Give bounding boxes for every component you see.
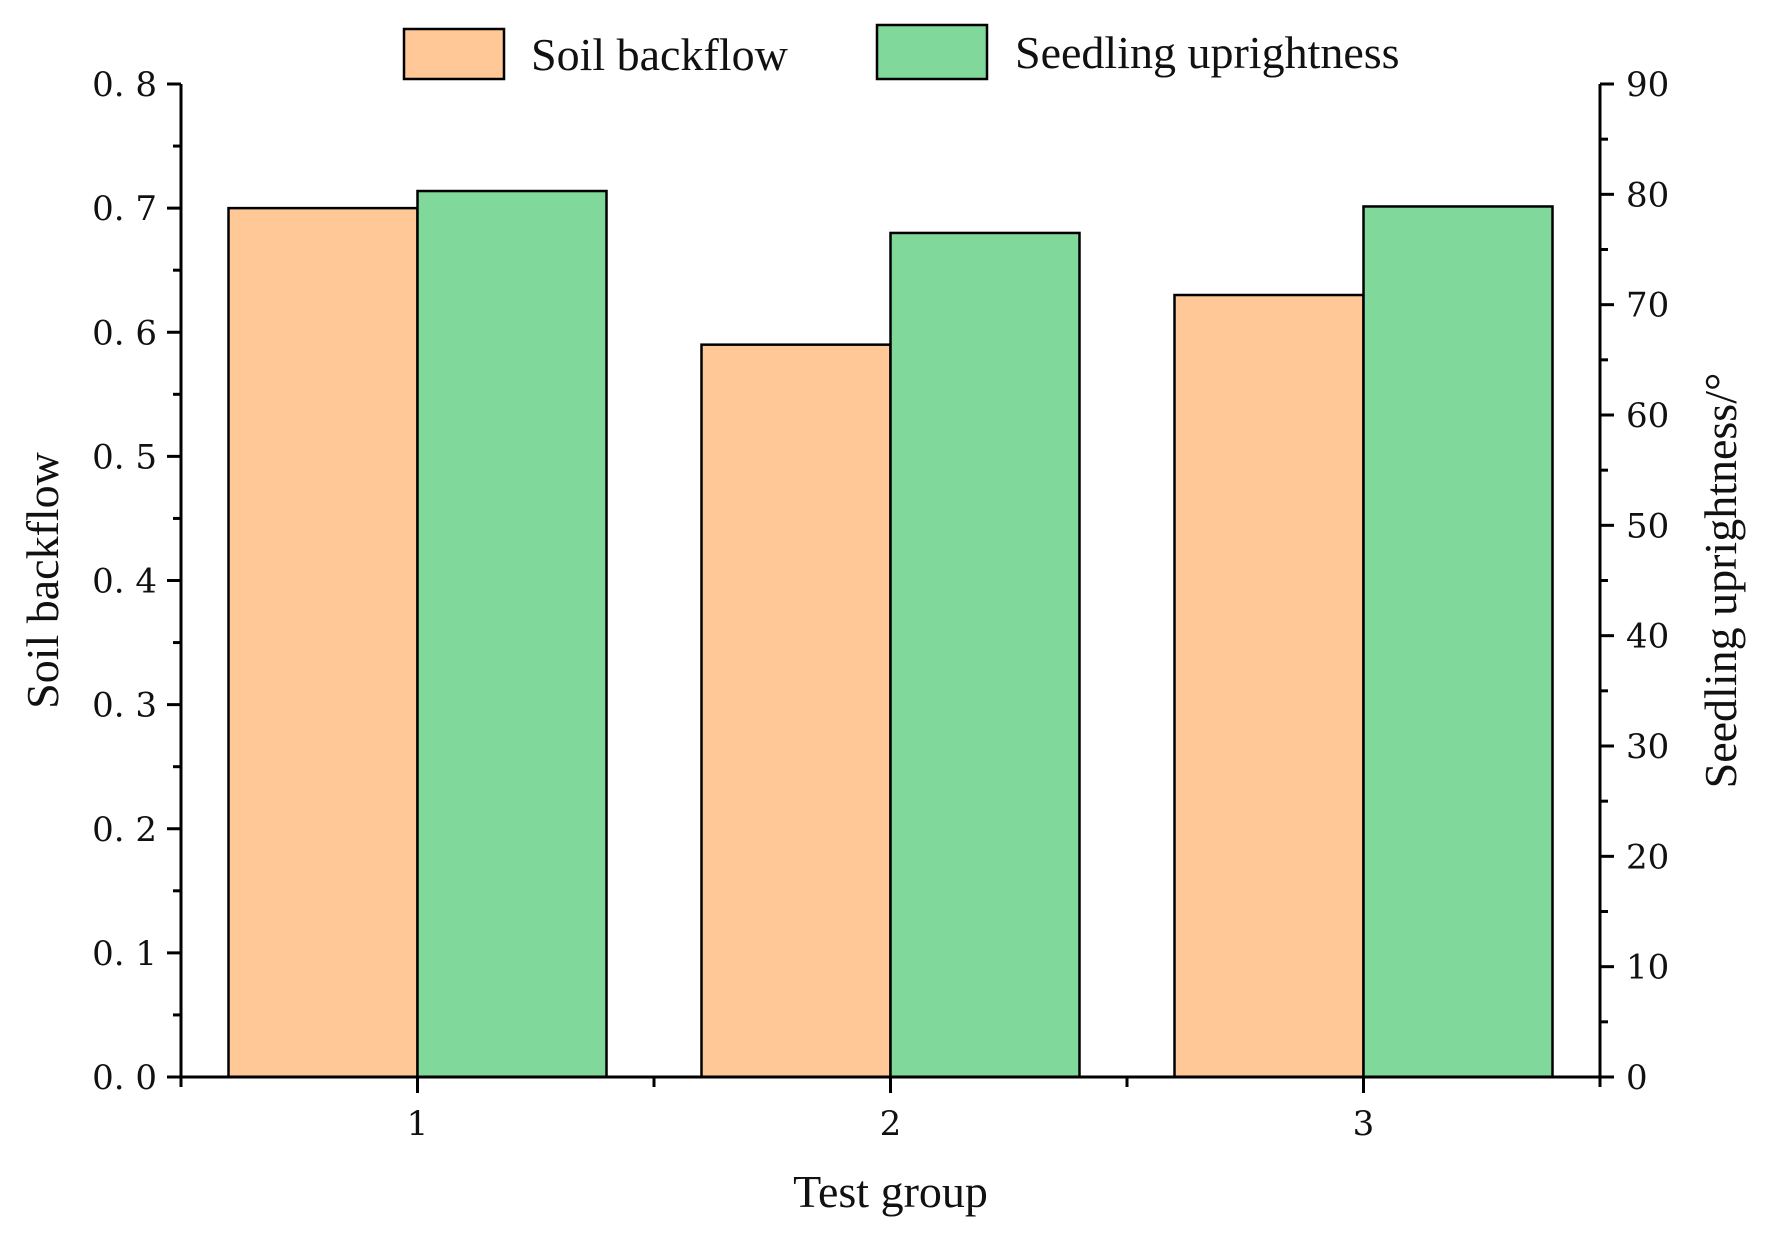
right-y-tick-label: 90 (1626, 65, 1669, 105)
left-y-tick-label: 0. 2 (92, 810, 157, 850)
right-y-tick-label: 70 (1626, 286, 1669, 326)
left-y-tick-label: 0. 5 (92, 437, 157, 477)
bar-soil-backflow-group-1 (227, 206, 419, 1079)
x-tick-label: 2 (880, 1104, 902, 1144)
legend-label-soil-backflow: Soil backflow (531, 29, 789, 80)
right-y-tick-label: 30 (1626, 727, 1669, 767)
bar-seedling-uprightness-group-1 (416, 189, 608, 1079)
x-tick-label: 3 (1353, 1104, 1375, 1144)
legend-swatch-soil-backflow (402, 27, 506, 81)
right-y-tick-label: 80 (1626, 175, 1669, 215)
right-y-tick-label: 50 (1626, 506, 1669, 546)
bar-soil-backflow-group-2 (700, 343, 892, 1079)
left-y-tick-label: 0. 1 (92, 934, 157, 974)
right-y-tick-label: 10 (1626, 948, 1669, 988)
right-y-axis-title: Seedling uprightness/° (1695, 373, 1746, 789)
right-y-tick-label: 60 (1626, 396, 1669, 436)
left-y-tick-label: 0. 0 (92, 1058, 157, 1098)
bar-soil-backflow-group-3 (1173, 293, 1365, 1079)
bars-layer (227, 189, 1554, 1079)
left-y-tick-label: 0. 4 (92, 562, 157, 602)
right-y-tick-label: 20 (1626, 837, 1669, 877)
left-y-tick-label: 0. 7 (92, 189, 157, 229)
bar-seedling-uprightness-group-2 (889, 231, 1081, 1079)
ticks-layer (167, 82, 1614, 1093)
bar-seedling-uprightness-group-3 (1362, 205, 1554, 1079)
left-y-tick-label: 0. 3 (92, 686, 157, 726)
legend-swatch-seedling-uprightness (875, 23, 989, 81)
left-y-tick-label: 0. 8 (92, 65, 157, 105)
right-y-tick-label: 40 (1626, 617, 1669, 657)
legend: Soil backflow Seedling uprightness (402, 23, 1400, 81)
x-axis-title: Test group (793, 1166, 988, 1217)
x-tick-label: 1 (407, 1104, 429, 1144)
tick-labels-layer: 0. 0 0. 1 0. 2 0. 3 0. 4 0. 5 0. 6 0. 7 0. 8 0 10 2… (92, 65, 1669, 1144)
left-y-tick-label: 0. 6 (92, 313, 157, 353)
right-y-tick-label: 0 (1626, 1058, 1648, 1098)
legend-label-seedling-uprightness: Seedling uprightness (1015, 27, 1400, 78)
left-y-axis-title: Soil backflow (17, 451, 68, 709)
